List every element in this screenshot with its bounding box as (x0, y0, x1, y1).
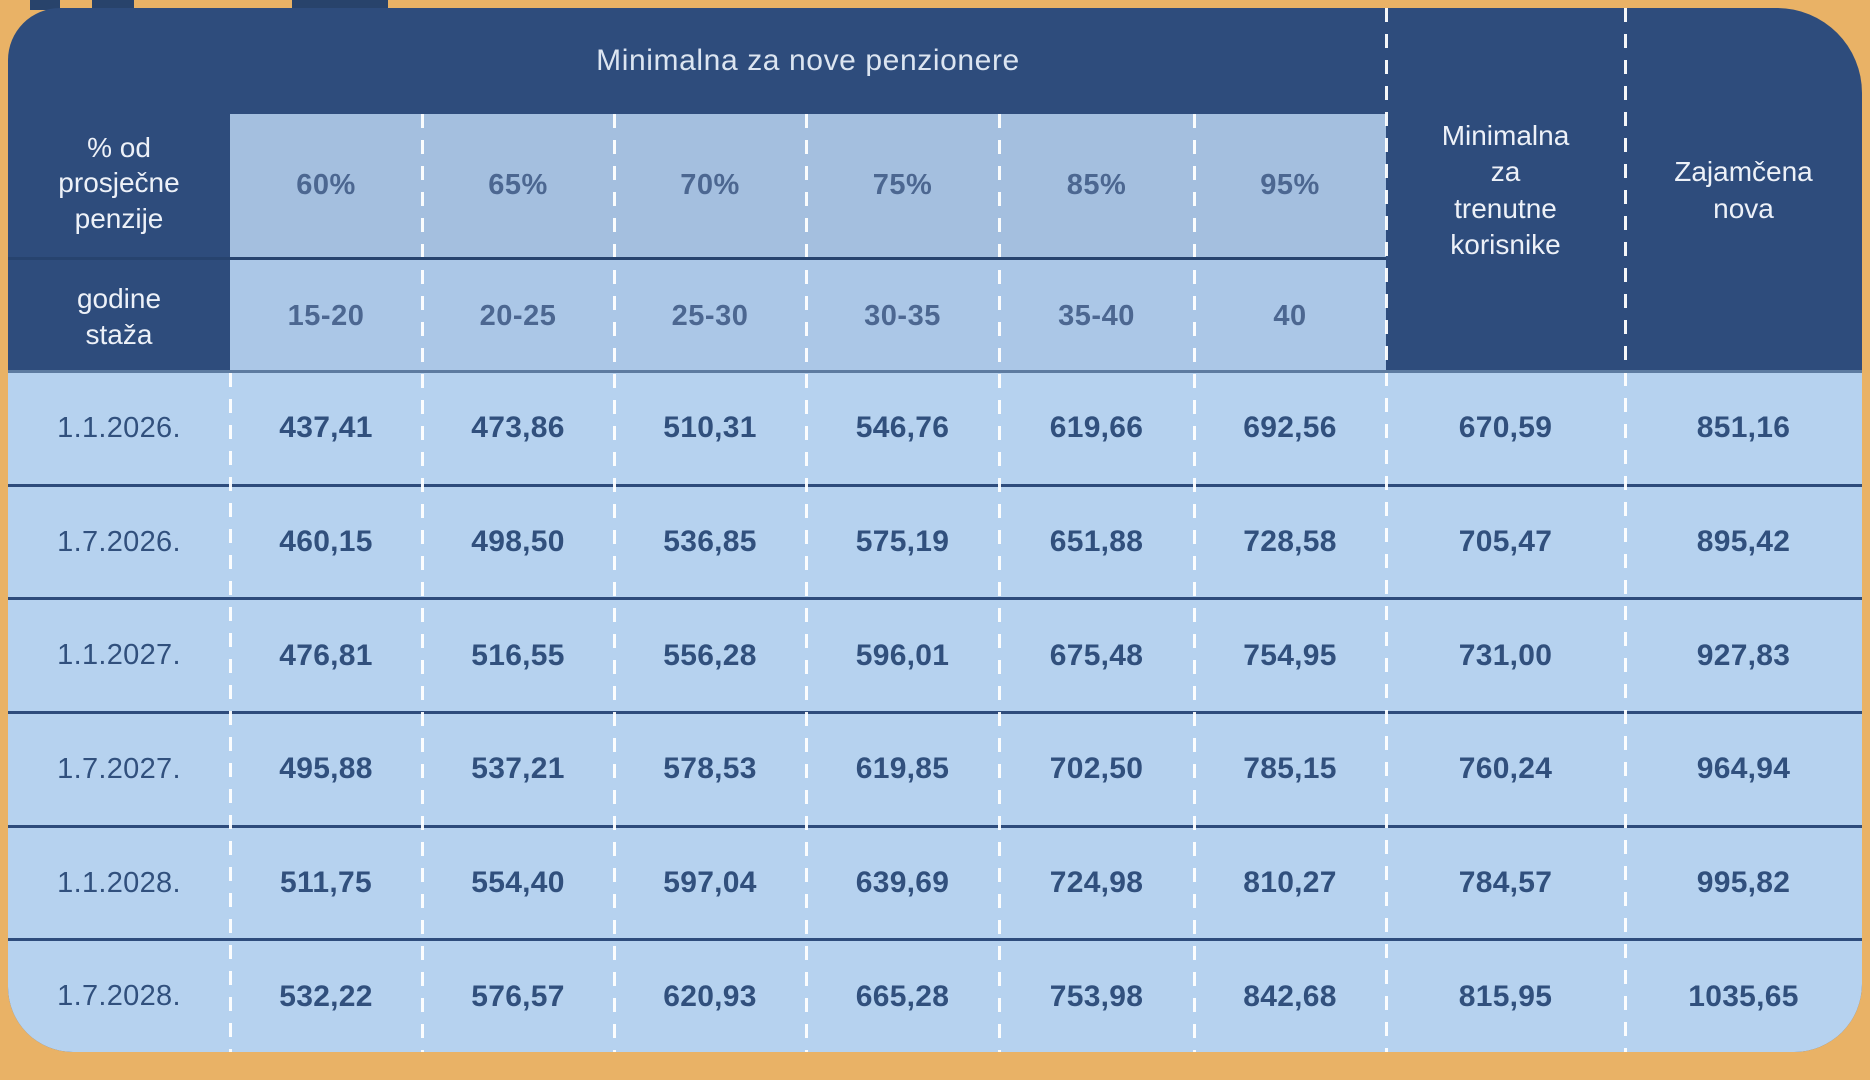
years-header-row: 15-20 20-25 25-30 30-35 35-40 40 (230, 260, 1386, 373)
row-date: 1.7.2027. (57, 752, 181, 785)
table-row: 1.1.2026. 437,41 473,86 510,31 546,76 61… (8, 373, 1862, 484)
percent-header-cell: 85% (1066, 169, 1127, 201)
percent-header-cell: 70% (680, 169, 740, 201)
value-cell: 842,68 (1243, 979, 1337, 1013)
dashed-divider (1624, 8, 1627, 1052)
value-cell: 536,85 (663, 525, 757, 558)
table-body: 1.1.2026. 437,41 473,86 510,31 546,76 61… (8, 373, 1862, 1052)
value-cell: 785,15 (1243, 752, 1337, 786)
row-date: 1.1.2026. (57, 411, 181, 444)
value-cell: 705,47 (1458, 525, 1553, 558)
percent-header-cell: 75% (872, 169, 933, 201)
table-row: 1.1.2027. 476,81 516,55 556,28 596,01 67… (8, 597, 1862, 711)
value-cell: 851,16 (1696, 411, 1791, 445)
value-cell: 702,50 (1049, 752, 1144, 786)
value-cell: 511,75 (280, 866, 372, 900)
value-cell: 495,88 (279, 752, 373, 786)
table-row: 1.7.2028. 532,22 576,57 620,93 665,28 75… (8, 938, 1862, 1052)
value-cell: 754,95 (1243, 638, 1337, 672)
column-header-min-current-users: Minimalna za trenutne korisnike (1441, 119, 1570, 260)
years-header-cell: 30-35 (864, 300, 941, 332)
value-cell: 665,28 (855, 979, 950, 1013)
value-cell: 927,83 (1696, 638, 1791, 672)
value-cell: 473,86 (471, 411, 565, 445)
header-body-separator-line (8, 370, 1862, 373)
value-cell: 596,01 (855, 638, 950, 672)
value-cell: 597,04 (663, 866, 757, 900)
dashed-divider (998, 114, 1001, 1052)
value-cell: 576,57 (471, 979, 565, 1013)
years-header-cell: 40 (1273, 300, 1307, 332)
row-date: 1.7.2026. (57, 525, 181, 558)
value-cell: 810,27 (1243, 866, 1337, 900)
value-cell: 731,00 (1458, 638, 1553, 672)
row-date: 1.1.2028. (57, 866, 181, 899)
column-header-guaranteed-new: Zajamčena nova (1674, 156, 1813, 224)
percent-header-cell: 60% (296, 169, 356, 201)
value-cell: 651,88 (1049, 525, 1144, 558)
row-date: 1.7.2028. (57, 980, 181, 1013)
value-cell: 546,76 (855, 411, 950, 445)
value-cell: 670,59 (1458, 411, 1553, 445)
value-cell: 620,93 (663, 979, 757, 1013)
corner-header-years-of-service: godine staža (76, 282, 162, 350)
value-cell: 753,98 (1049, 979, 1144, 1013)
percent-header-cell: 95% (1260, 169, 1320, 201)
table-row: 1.7.2026. 460,15 498,50 536,85 575,19 65… (8, 483, 1862, 598)
percent-header-row: 60% 65% 70% 75% 85% 95% (230, 114, 1386, 257)
percent-header-cell: 65% (488, 169, 548, 201)
value-cell: 619,66 (1049, 411, 1144, 445)
dashed-divider (805, 114, 808, 1052)
value-cell: 516,55 (471, 638, 565, 672)
value-cell: 556,28 (663, 638, 757, 672)
value-cell: 578,53 (663, 752, 757, 786)
value-cell: 724,98 (1049, 866, 1144, 900)
dashed-divider (229, 373, 232, 1052)
table-row: 1.7.2027. 495,88 537,21 578,53 619,85 70… (8, 711, 1862, 825)
dashed-divider (1385, 8, 1388, 1052)
value-cell: 784,57 (1458, 866, 1553, 900)
value-cell: 964,94 (1696, 752, 1791, 786)
value-cell: 619,85 (855, 752, 950, 786)
value-cell: 1035,65 (1688, 979, 1799, 1013)
value-cell: 639,69 (855, 866, 950, 900)
value-cell: 460,15 (279, 525, 373, 558)
corner-header-percent-of-average: % od prosječne penzije (58, 131, 180, 234)
years-header-cell: 20-25 (479, 300, 557, 332)
value-cell: 760,24 (1458, 752, 1553, 786)
dashed-divider (1193, 114, 1196, 1052)
pension-table-card: 60% 65% 70% 75% 85% 95% 15-20 20-25 25-3… (8, 8, 1862, 1052)
value-cell: 437,41 (279, 411, 373, 445)
dashed-divider (421, 114, 424, 1052)
value-cell: 728,58 (1243, 525, 1337, 558)
value-cell: 575,19 (855, 525, 950, 558)
value-cell: 554,40 (471, 866, 565, 900)
table-title: Minimalna za nove penzionere (596, 44, 1020, 77)
value-cell: 675,48 (1049, 638, 1144, 672)
value-cell: 692,56 (1243, 411, 1337, 445)
cropped-text-fragment (292, 0, 388, 10)
dashed-divider (613, 114, 616, 1052)
row-date: 1.1.2027. (57, 639, 181, 672)
value-cell: 537,21 (471, 752, 565, 786)
value-cell: 995,82 (1696, 866, 1791, 900)
value-cell: 895,42 (1696, 525, 1791, 558)
table-row: 1.1.2028. 511,75 554,40 597,04 639,69 72… (8, 824, 1862, 939)
value-cell: 498,50 (471, 525, 565, 558)
value-cell: 815,95 (1458, 979, 1553, 1013)
value-cell: 510,31 (663, 411, 757, 445)
value-cell: 476,81 (279, 638, 373, 672)
value-cell: 532,22 (279, 979, 373, 1013)
cropped-text-fragment (30, 0, 60, 10)
years-header-cell: 35-40 (1058, 300, 1135, 332)
header-separator-line (8, 257, 1386, 260)
years-header-cell: 25-30 (671, 300, 749, 332)
years-header-cell: 15-20 (287, 300, 365, 332)
